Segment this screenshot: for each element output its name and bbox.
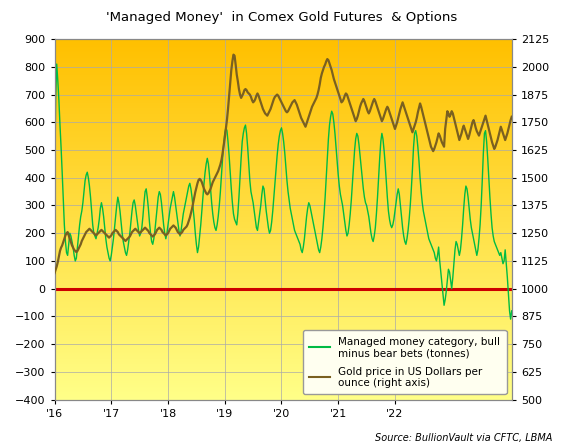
Legend: Managed money category, bull
minus bear bets (tonnes), Gold price in US Dollars : Managed money category, bull minus bear … (303, 330, 506, 394)
Text: Source: BullionVault via CFTC, LBMA: Source: BullionVault via CFTC, LBMA (376, 433, 553, 443)
Text: 'Managed Money'  in Comex Gold Futures  & Options: 'Managed Money' in Comex Gold Futures & … (107, 11, 457, 24)
